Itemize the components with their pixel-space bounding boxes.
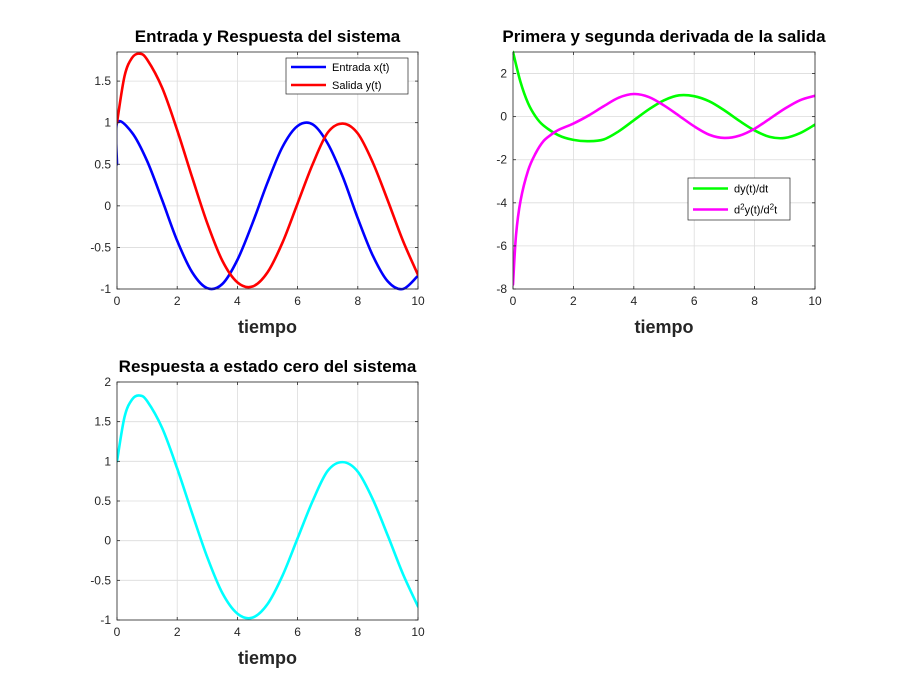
x-tick-label: 8 (751, 294, 758, 308)
y-tick-label: 0 (104, 534, 111, 548)
x-tick-label: 2 (570, 294, 577, 308)
series-line-1 (513, 50, 815, 143)
chart-title: Primera y segunda derivada de la salida (502, 27, 826, 46)
chart-title: Respuesta a estado cero del sistema (119, 357, 417, 376)
x-tick-label: 6 (691, 294, 698, 308)
x-tick-label: 2 (174, 294, 181, 308)
y-tick-label: 1.5 (94, 74, 111, 88)
y-tick-label: 1 (104, 454, 111, 468)
y-tick-label: -6 (496, 239, 507, 253)
subplot-2: 0 2 4 6 8 10 -8 -6 -4 -2 0 2 Primera y segunda deriv… (496, 27, 826, 337)
axes-box (512, 51, 816, 290)
plot-area (513, 52, 815, 289)
y-tick-label: 1 (104, 116, 111, 130)
y-tick-label: -4 (496, 196, 507, 210)
y-tick-label: -1 (100, 282, 111, 296)
series-line-1 (117, 119, 418, 291)
x-axis-label: tiempo (634, 317, 693, 337)
y-tick-label: -0.5 (90, 240, 111, 254)
chart-title: Entrada y Respuesta del sistema (135, 27, 401, 46)
legend: Entrada x(t) Salida y(t) (285, 57, 409, 95)
y-tick-label: -0.5 (90, 573, 111, 587)
y-tick-label: 2 (500, 67, 507, 81)
x-tick-label: 0 (114, 625, 121, 639)
x-tick-label: 0 (114, 294, 121, 308)
x-tick-label: 6 (294, 625, 301, 639)
series-line-2 (513, 92, 815, 286)
x-tick-label: 4 (630, 294, 637, 308)
y-tick-label: 0.5 (94, 494, 111, 508)
x-tick-label: 6 (294, 294, 301, 308)
x-tick-label: 10 (808, 294, 822, 308)
y-tick-label: -1 (100, 613, 111, 627)
subplot-3: 0 2 4 6 8 10 -1 -0.5 0 0.5 1 1.5 2 Respuesta a estado… (90, 357, 425, 668)
x-tick-label: 4 (234, 625, 241, 639)
y-tick-label: -8 (496, 282, 507, 296)
legend-box (687, 177, 791, 221)
y-tick-label: -2 (496, 153, 507, 167)
y-tick-label: 0.5 (94, 157, 111, 171)
y-tick-label: 0 (500, 110, 507, 124)
legend-box (285, 57, 409, 95)
x-axis-label: tiempo (238, 648, 297, 668)
legend-label: d2y(t)/d2t (734, 202, 777, 217)
legend-label: Entrada x(t) (332, 62, 389, 74)
legend-label: dy(t)/dt (734, 184, 768, 196)
x-tick-label: 0 (510, 294, 517, 308)
legend-label: Salida y(t) (332, 80, 382, 92)
y-tick-label: 1.5 (94, 415, 111, 429)
subplot-1: 0 2 4 6 8 10 -1 -0.5 0 0.5 1 1.5 Entrada y Respuesta… (90, 27, 425, 337)
series-line-2 (117, 52, 418, 289)
series-line-1 (117, 394, 418, 620)
x-tick-label: 8 (354, 625, 361, 639)
y-tick-label: 2 (104, 375, 111, 389)
x-tick-label: 4 (234, 294, 241, 308)
legend: dy(t)/dt d2y(t)/d2t (687, 177, 791, 221)
y-tick-label: 0 (104, 199, 111, 213)
axes-box (116, 51, 419, 290)
x-tick-label: 10 (411, 625, 425, 639)
x-tick-label: 8 (354, 294, 361, 308)
x-tick-label: 2 (174, 625, 181, 639)
x-tick-label: 10 (411, 294, 425, 308)
x-axis-label: tiempo (238, 317, 297, 337)
